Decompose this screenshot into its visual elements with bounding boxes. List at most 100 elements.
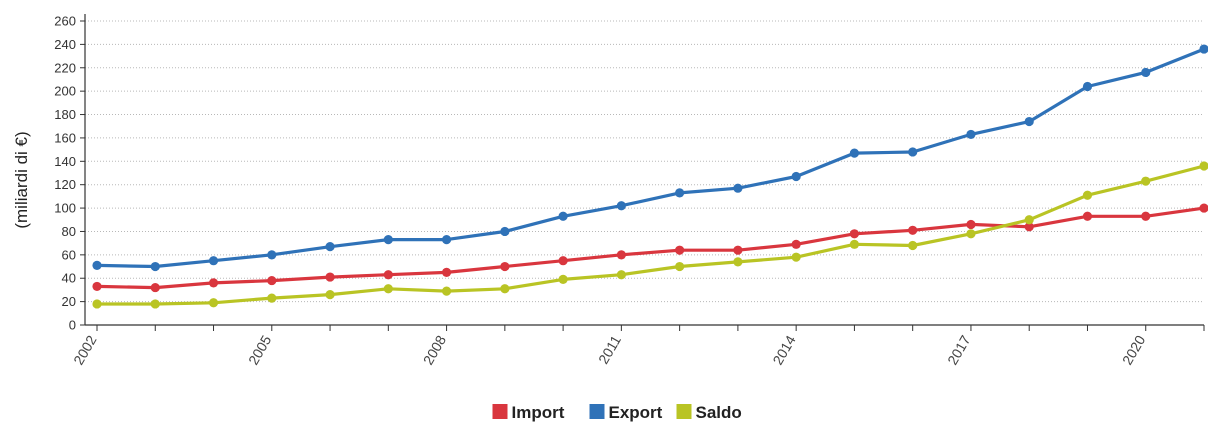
y-tick-label: 80 [62, 224, 76, 239]
data-point[interactable] [733, 257, 743, 267]
data-point[interactable] [208, 298, 219, 308]
y-axis-title: (miliardi di €) [12, 131, 31, 228]
data-point[interactable] [92, 260, 102, 270]
data-point[interactable] [791, 252, 801, 262]
legend-swatch [492, 404, 508, 419]
x-tick-label: 2017 [944, 332, 974, 367]
series-line-export [95, 47, 1206, 269]
legend-swatch [589, 404, 605, 419]
data-point[interactable] [267, 275, 277, 286]
data-point[interactable] [208, 256, 219, 266]
x-tick-label: 2020 [1119, 332, 1149, 367]
x-tick-label: 2014 [769, 332, 799, 367]
data-point[interactable] [500, 226, 510, 237]
y-tick-label: 220 [54, 60, 76, 75]
x-tick-label: 2005 [245, 332, 275, 367]
y-tick-label: 0 [69, 318, 76, 333]
data-point[interactable] [1141, 211, 1151, 221]
series-export [92, 44, 1208, 272]
data-point[interactable] [1024, 116, 1034, 127]
data-point[interactable] [675, 245, 685, 255]
data-point[interactable] [849, 239, 860, 249]
y-tick-label: 120 [54, 177, 76, 192]
grid-lines [85, 20, 1204, 303]
data-point[interactable] [500, 261, 510, 272]
data-point[interactable] [849, 229, 860, 239]
data-point[interactable] [1024, 222, 1034, 232]
data-point[interactable] [966, 229, 976, 239]
x-tick-label: 2002 [70, 332, 100, 367]
x-tick-label: 2008 [420, 332, 450, 367]
y-axis-ticks: 0 20 40 60 80 100 120 140 160 180 200 220 240 260 [54, 14, 85, 333]
data-point[interactable] [441, 235, 452, 245]
data-point[interactable] [849, 148, 860, 158]
x-tick-label: 2011 [595, 332, 624, 366]
legend-item-import[interactable]: Import [492, 403, 565, 422]
data-point[interactable] [92, 281, 102, 292]
data-point[interactable] [1199, 44, 1208, 54]
legend-swatch [676, 404, 692, 419]
data-point[interactable] [208, 278, 219, 288]
data-point[interactable] [1082, 211, 1093, 221]
legend[interactable]: Import Export Saldo [492, 403, 742, 422]
x-axis-ticks: 2002 2005 2008 2011 2014 2017 2020 [70, 325, 1205, 367]
data-point[interactable] [267, 250, 277, 260]
y-tick-label: 20 [62, 294, 76, 309]
data-point[interactable] [908, 147, 918, 157]
data-point[interactable] [1199, 203, 1208, 213]
data-point[interactable] [616, 201, 626, 211]
data-point[interactable] [675, 188, 685, 198]
data-point[interactable] [616, 250, 626, 260]
legend-label: Import [512, 403, 565, 422]
y-tick-label: 100 [54, 201, 76, 216]
legend-item-saldo[interactable]: Saldo [676, 403, 742, 422]
data-point[interactable] [791, 239, 801, 249]
data-point[interactable] [441, 286, 452, 296]
data-point[interactable] [558, 256, 568, 266]
series-saldo [92, 161, 1208, 309]
data-point[interactable] [1024, 215, 1034, 225]
y-tick-label: 200 [54, 84, 76, 99]
series-group [92, 44, 1208, 309]
y-tick-label: 240 [54, 37, 76, 52]
data-point[interactable] [500, 284, 510, 294]
legend-item-export[interactable]: Export [589, 403, 663, 422]
y-tick-label: 140 [54, 154, 76, 169]
data-point[interactable] [325, 242, 335, 252]
data-point[interactable] [1141, 67, 1151, 78]
data-point[interactable] [908, 240, 918, 251]
data-point[interactable] [150, 282, 160, 293]
data-point[interactable] [908, 225, 918, 235]
y-tick-label: 160 [54, 130, 76, 145]
data-point[interactable] [150, 299, 160, 309]
data-point[interactable] [383, 284, 393, 294]
y-tick-label: 40 [62, 271, 76, 286]
data-point[interactable] [1141, 176, 1151, 186]
data-point[interactable] [325, 272, 335, 282]
data-point[interactable] [791, 171, 801, 182]
data-point[interactable] [1199, 161, 1208, 171]
data-point[interactable] [966, 219, 976, 230]
data-point[interactable] [733, 183, 743, 193]
data-point[interactable] [616, 270, 626, 280]
data-point[interactable] [733, 245, 743, 255]
data-point[interactable] [558, 274, 568, 284]
data-point[interactable] [383, 270, 393, 280]
data-point[interactable] [267, 293, 277, 303]
data-point[interactable] [558, 211, 568, 221]
legend-label: Saldo [696, 403, 742, 422]
legend-label: Export [609, 403, 663, 422]
data-point[interactable] [1082, 81, 1093, 92]
data-point[interactable] [325, 290, 335, 300]
data-point[interactable] [92, 299, 102, 309]
data-point[interactable] [675, 261, 685, 272]
data-point[interactable] [1082, 190, 1093, 200]
data-point[interactable] [441, 267, 452, 277]
series-line-saldo [95, 164, 1206, 306]
data-point[interactable] [150, 261, 160, 272]
data-point[interactable] [966, 129, 976, 140]
data-point[interactable] [383, 235, 393, 245]
series-import [92, 203, 1208, 293]
